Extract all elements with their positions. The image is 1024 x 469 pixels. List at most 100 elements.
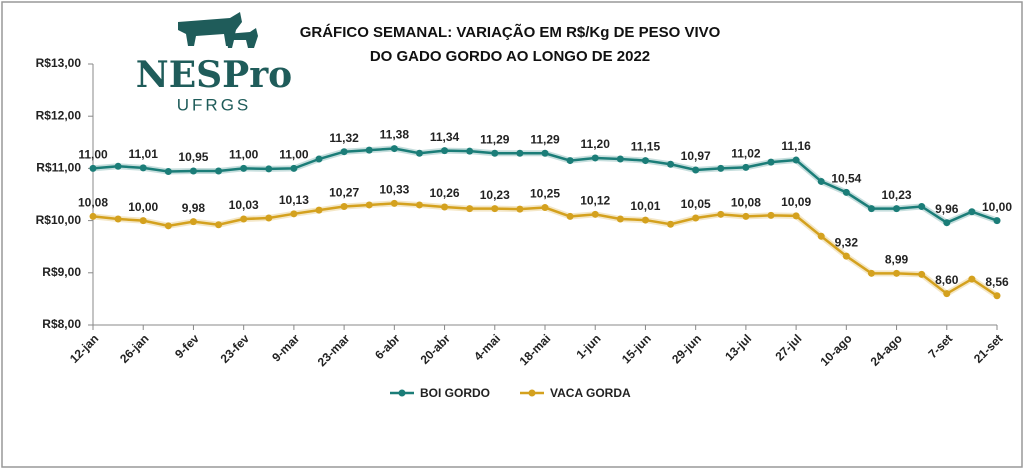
data-label: 9,96 bbox=[935, 202, 959, 216]
marker bbox=[441, 147, 449, 155]
marker bbox=[541, 149, 549, 157]
marker bbox=[817, 177, 825, 185]
marker bbox=[240, 215, 248, 223]
marker bbox=[842, 188, 850, 196]
data-label: 11,01 bbox=[129, 147, 159, 161]
marker bbox=[491, 149, 499, 157]
marker bbox=[491, 205, 499, 213]
data-label: 10,97 bbox=[681, 149, 711, 163]
marker bbox=[164, 168, 172, 176]
data-label: 11,16 bbox=[781, 139, 811, 153]
marker bbox=[993, 217, 1001, 225]
marker bbox=[139, 217, 147, 225]
marker bbox=[215, 167, 223, 175]
data-label: 11,15 bbox=[631, 140, 661, 154]
data-label: 10,05 bbox=[681, 197, 711, 211]
marker bbox=[114, 215, 122, 223]
y-tick-label: R$12,00 bbox=[36, 108, 82, 122]
marker bbox=[641, 157, 649, 165]
marker bbox=[441, 203, 449, 211]
marker bbox=[616, 215, 624, 223]
data-label: 10,00 bbox=[128, 200, 158, 214]
marker bbox=[466, 205, 474, 213]
marker bbox=[189, 167, 197, 175]
data-label: 10,09 bbox=[781, 195, 811, 209]
marker bbox=[315, 155, 323, 163]
marker bbox=[842, 252, 850, 260]
marker bbox=[541, 204, 549, 212]
marker bbox=[893, 205, 901, 213]
legend-label: VACA GORDA bbox=[550, 386, 631, 400]
data-label: 10,26 bbox=[430, 186, 460, 200]
data-label: 10,95 bbox=[178, 150, 208, 164]
marker bbox=[215, 221, 223, 229]
marker bbox=[265, 214, 273, 222]
marker bbox=[189, 218, 197, 226]
marker bbox=[290, 164, 298, 172]
logo: NESPro UFRGS bbox=[136, 12, 292, 114]
marker bbox=[867, 269, 875, 277]
marker bbox=[667, 220, 675, 228]
data-label: 11,38 bbox=[380, 128, 410, 142]
marker bbox=[340, 148, 348, 156]
marker bbox=[918, 203, 926, 211]
data-label: 10,27 bbox=[329, 186, 359, 200]
data-label: 11,00 bbox=[229, 148, 259, 162]
marker bbox=[817, 232, 825, 240]
chart-title: GRÁFICO SEMANAL: VARIAÇÃO EM R$/Kg DE PE… bbox=[300, 23, 721, 41]
data-label: 10,08 bbox=[78, 196, 108, 210]
marker bbox=[365, 146, 373, 154]
data-label: 10,13 bbox=[279, 193, 309, 207]
marker bbox=[943, 290, 951, 298]
data-label: 10,54 bbox=[831, 172, 861, 186]
marker bbox=[340, 203, 348, 211]
marker bbox=[968, 275, 976, 283]
logo-subtitle: UFRGS bbox=[177, 95, 252, 114]
marker bbox=[742, 163, 750, 171]
marker bbox=[616, 155, 624, 163]
marker bbox=[265, 165, 273, 173]
marker bbox=[591, 154, 599, 162]
logo-icon bbox=[226, 28, 258, 48]
logo-icon bbox=[178, 12, 242, 46]
y-tick-label: R$8,00 bbox=[42, 317, 81, 331]
data-label: 10,23 bbox=[480, 188, 510, 202]
y-tick-label: R$13,00 bbox=[36, 56, 82, 70]
marker bbox=[89, 164, 97, 172]
chart-title: DO GADO GORDO AO LONGO DE 2022 bbox=[370, 48, 650, 65]
data-label: 10,08 bbox=[731, 196, 761, 210]
data-label: 9,32 bbox=[835, 235, 859, 249]
marker bbox=[466, 147, 474, 155]
marker bbox=[365, 201, 373, 209]
marker bbox=[993, 292, 1001, 300]
data-label: 10,12 bbox=[580, 194, 610, 208]
data-label: 11,20 bbox=[581, 137, 611, 151]
data-label: 10,25 bbox=[530, 187, 560, 201]
marker bbox=[164, 222, 172, 230]
marker bbox=[516, 205, 524, 213]
y-tick-label: R$9,00 bbox=[42, 265, 81, 279]
marker bbox=[641, 216, 649, 224]
marker bbox=[867, 205, 875, 213]
marker bbox=[792, 156, 800, 164]
marker bbox=[968, 208, 976, 216]
data-label: 11,29 bbox=[530, 132, 560, 146]
marker bbox=[114, 162, 122, 170]
marker bbox=[918, 270, 926, 278]
data-label: 11,00 bbox=[78, 148, 108, 162]
data-label: 11,32 bbox=[329, 131, 359, 145]
marker bbox=[516, 149, 524, 157]
marker bbox=[792, 212, 800, 220]
data-label: 8,56 bbox=[985, 275, 1009, 289]
marker bbox=[139, 164, 147, 172]
legend-label: BOI GORDO bbox=[420, 386, 490, 400]
marker bbox=[692, 214, 700, 222]
marker bbox=[240, 164, 248, 172]
data-label: 11,02 bbox=[731, 147, 761, 161]
marker bbox=[591, 210, 599, 218]
data-label: 10,00 bbox=[982, 200, 1012, 214]
marker bbox=[767, 211, 775, 219]
y-tick-label: R$10,00 bbox=[36, 213, 82, 227]
